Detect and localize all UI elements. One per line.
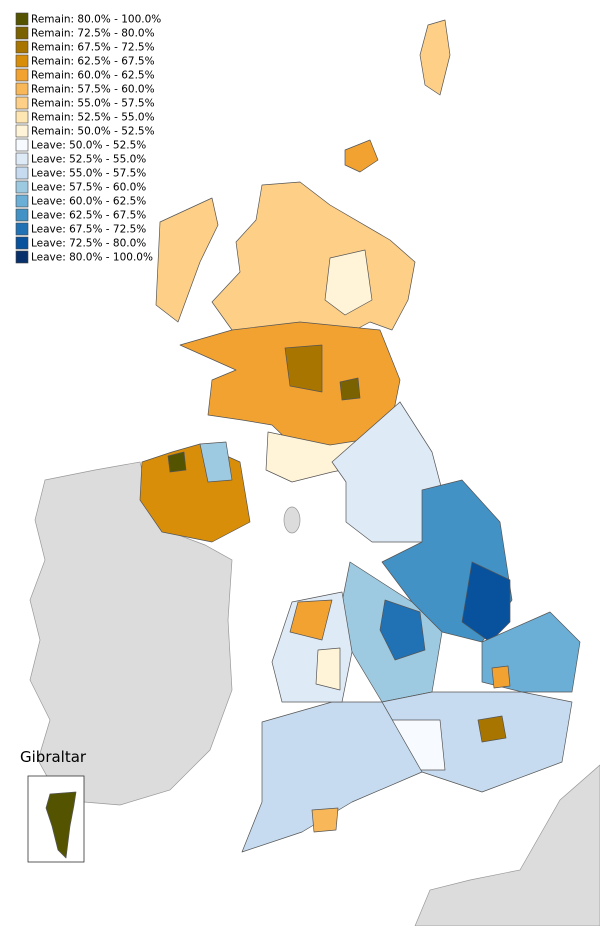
legend-label: Remain: 60.0% - 62.5% bbox=[31, 70, 155, 82]
legend-label: Leave: 60.0% - 62.5% bbox=[31, 196, 146, 208]
region bbox=[339, 377, 361, 401]
legend-label: Remain: 62.5% - 67.5% bbox=[31, 56, 155, 68]
legend-swatch bbox=[15, 124, 29, 138]
legend-swatch bbox=[15, 40, 29, 54]
region bbox=[241, 701, 423, 853]
region bbox=[199, 441, 233, 483]
legend-swatch bbox=[15, 138, 29, 152]
region bbox=[167, 451, 187, 473]
legend-label: Remain: 57.5% - 60.0% bbox=[31, 84, 155, 96]
region bbox=[311, 807, 339, 833]
legend-swatch bbox=[15, 26, 29, 40]
legend-swatch bbox=[15, 180, 29, 194]
legend-label: Leave: 52.5% - 55.0% bbox=[31, 154, 146, 166]
region bbox=[155, 197, 219, 323]
region bbox=[211, 181, 416, 346]
legend-swatch bbox=[15, 194, 29, 208]
region bbox=[461, 561, 511, 643]
legend-label: Leave: 50.0% - 52.5% bbox=[31, 140, 146, 152]
region bbox=[289, 599, 333, 641]
region bbox=[491, 665, 511, 689]
region bbox=[315, 647, 341, 691]
region bbox=[324, 249, 373, 316]
legend-swatch bbox=[15, 166, 29, 180]
legend-swatch bbox=[15, 54, 29, 68]
legend-swatch bbox=[15, 68, 29, 82]
legend: Remain: 80.0% - 100.0% Remain: 72.5% - 80… bbox=[15, 12, 161, 264]
inset-title: Gibraltar bbox=[20, 748, 87, 766]
legend-swatch bbox=[15, 12, 29, 26]
region bbox=[284, 344, 323, 393]
legend-swatch bbox=[15, 250, 29, 264]
region bbox=[45, 791, 77, 859]
region bbox=[379, 599, 426, 661]
legend-swatch bbox=[15, 110, 29, 124]
region bbox=[344, 139, 379, 173]
legend-label: Remain: 55.0% - 57.5% bbox=[31, 98, 155, 110]
isle-of-man bbox=[283, 506, 301, 534]
legend-swatch bbox=[15, 152, 29, 166]
legend-swatch bbox=[15, 96, 29, 110]
legend-label: Remain: 72.5% - 80.0% bbox=[31, 28, 155, 40]
legend-swatch bbox=[15, 208, 29, 222]
region bbox=[477, 715, 507, 743]
legend-label: Leave: 57.5% - 60.0% bbox=[31, 182, 146, 194]
legend-swatch bbox=[15, 222, 29, 236]
legend-swatch bbox=[15, 82, 29, 96]
legend-label: Leave: 72.5% - 80.0% bbox=[31, 238, 146, 250]
france bbox=[414, 764, 600, 926]
legend-label: Leave: 55.0% - 57.5% bbox=[31, 168, 146, 180]
region bbox=[419, 19, 451, 96]
legend-label: Remain: 67.5% - 72.5% bbox=[31, 42, 155, 54]
legend-label: Remain: 50.0% - 52.5% bbox=[31, 126, 155, 138]
legend-label: Leave: 67.5% - 72.5% bbox=[31, 224, 146, 236]
legend-label: Remain: 52.5% - 55.0% bbox=[31, 112, 155, 124]
inset-frame bbox=[27, 775, 85, 863]
legend-label: Remain: 80.0% - 100.0% bbox=[31, 14, 161, 26]
legend-swatch bbox=[15, 236, 29, 250]
legend-label: Leave: 80.0% - 100.0% bbox=[31, 252, 153, 264]
legend-label: Leave: 62.5% - 67.5% bbox=[31, 210, 146, 222]
